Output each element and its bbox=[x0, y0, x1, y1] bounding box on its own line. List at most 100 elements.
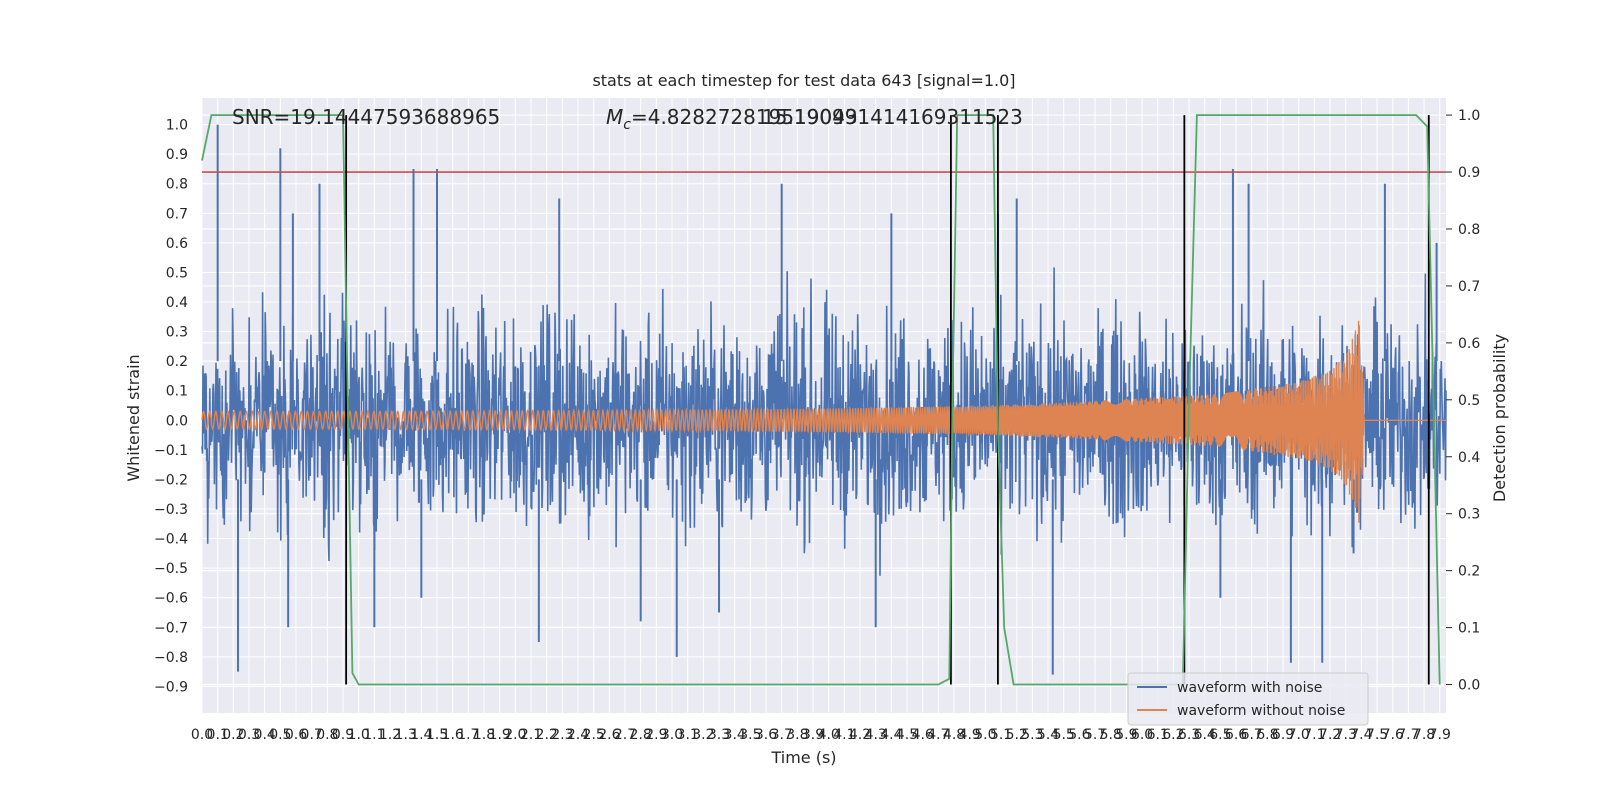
x-tick-label: 3.3 bbox=[708, 727, 730, 743]
x-tick-label: 3.8 bbox=[786, 727, 808, 743]
x-tick-label: 6.7 bbox=[1241, 727, 1263, 743]
x-tick-label: 1.7 bbox=[457, 727, 479, 743]
x-tick-label: 1.6 bbox=[442, 727, 464, 743]
mc-annotation: Mc=4.828272819519043 bbox=[606, 105, 858, 133]
y-tick-label-left: 0.2 bbox=[166, 354, 188, 370]
y-tick-label-left: −0.5 bbox=[154, 561, 188, 577]
x-tick-label: 5.8 bbox=[1100, 727, 1122, 743]
y-tick-label-right: 0.5 bbox=[1458, 393, 1480, 409]
x-tick-label: 3.9 bbox=[802, 727, 824, 743]
y-tick-label-left: 0.5 bbox=[166, 265, 188, 281]
x-tick-label: 0.5 bbox=[269, 727, 291, 743]
y-tick-label-right: 0.2 bbox=[1458, 564, 1480, 580]
x-tick-label: 1.8 bbox=[473, 727, 495, 743]
legend-label-noise: waveform with noise bbox=[1177, 680, 1322, 696]
x-tick-label: 1.5 bbox=[426, 727, 448, 743]
y-axis-label-right: Detection probability bbox=[1490, 334, 1509, 502]
x-tick-label: 3.0 bbox=[661, 727, 683, 743]
legend-label-clean: waveform without noise bbox=[1177, 703, 1345, 719]
x-tick-label: 4.0 bbox=[818, 727, 840, 743]
y-tick-label-left: 1.0 bbox=[166, 118, 188, 134]
x-tick-label: 4.6 bbox=[912, 727, 934, 743]
x-tick-label: 7.9 bbox=[1429, 727, 1451, 743]
x-tick-label: 0.2 bbox=[222, 727, 244, 743]
y-tick-label-left: −0.1 bbox=[154, 443, 188, 459]
x-tick-label: 7.8 bbox=[1413, 727, 1435, 743]
mc-value: =4.828272819519043 bbox=[631, 105, 858, 129]
snr-annotation: SNR=19.14447593688965 bbox=[232, 105, 500, 129]
x-tick-label: 5.9 bbox=[1115, 727, 1137, 743]
chart-title: stats at each timestep for test data 643… bbox=[592, 71, 1015, 90]
mc-subscript: c bbox=[623, 117, 631, 133]
y-axis-label-left: Whitened strain bbox=[124, 354, 143, 481]
overlap-annotation: 15.190991414169311523 bbox=[762, 105, 1023, 129]
x-tick-label: 2.1 bbox=[520, 727, 542, 743]
x-tick-label: 1.1 bbox=[363, 727, 385, 743]
x-tick-label: 2.2 bbox=[536, 727, 558, 743]
x-tick-label: 5.7 bbox=[1084, 727, 1106, 743]
y-tick-label-left: 0.0 bbox=[166, 413, 188, 429]
x-tick-label: 2.8 bbox=[630, 727, 652, 743]
x-tick-label: 1.9 bbox=[489, 727, 511, 743]
x-tick-label: 1.3 bbox=[395, 727, 417, 743]
legend: waveform with noise waveform without noi… bbox=[1127, 672, 1369, 726]
x-tick-label: 1.2 bbox=[379, 727, 401, 743]
y-tick-label-right: 0.3 bbox=[1458, 507, 1480, 523]
y-tick-label-left: −0.7 bbox=[154, 620, 188, 636]
mc-symbol: M bbox=[606, 105, 623, 129]
x-tick-label: 0.1 bbox=[207, 727, 229, 743]
y-tick-label-left: 0.7 bbox=[166, 206, 188, 222]
x-tick-label: 6.5 bbox=[1209, 727, 1231, 743]
x-tick-label: 2.7 bbox=[614, 727, 636, 743]
x-tick-label: 7.5 bbox=[1366, 727, 1388, 743]
legend-box bbox=[1127, 672, 1369, 726]
x-tick-label: 0.9 bbox=[332, 727, 354, 743]
x-tick-label: 6.1 bbox=[1147, 727, 1169, 743]
y-tick-label-left: 0.4 bbox=[166, 295, 188, 311]
x-tick-label: 5.4 bbox=[1037, 727, 1059, 743]
x-tick-label: 7.0 bbox=[1288, 727, 1310, 743]
x-tick-label: 4.3 bbox=[865, 727, 887, 743]
x-tick-label: 4.4 bbox=[880, 727, 902, 743]
x-tick-label: 3.4 bbox=[724, 727, 746, 743]
x-tick-label: 3.2 bbox=[692, 727, 714, 743]
x-tick-label: 6.8 bbox=[1256, 727, 1278, 743]
y-tick-label-right: 0.7 bbox=[1458, 279, 1480, 295]
y-tick-label-right: 1.0 bbox=[1458, 108, 1480, 124]
x-tick-label: 6.3 bbox=[1178, 727, 1200, 743]
x-tick-label: 2.0 bbox=[504, 727, 526, 743]
x-tick-label: 4.8 bbox=[943, 727, 965, 743]
y-tick-label-left: 0.3 bbox=[166, 325, 188, 341]
y-tick-label-right: 0.1 bbox=[1458, 621, 1480, 637]
x-tick-label: 3.5 bbox=[739, 727, 761, 743]
x-tick-label: 7.7 bbox=[1397, 727, 1419, 743]
x-tick-label: 6.9 bbox=[1272, 727, 1294, 743]
x-tick-label: 6.4 bbox=[1194, 727, 1216, 743]
x-tick-label: 7.2 bbox=[1319, 727, 1341, 743]
x-tick-label: 7.3 bbox=[1335, 727, 1357, 743]
x-tick-label: 4.9 bbox=[959, 727, 981, 743]
y-tick-label-left: −0.6 bbox=[154, 591, 188, 607]
y-tick-label-left: −0.2 bbox=[154, 472, 188, 488]
x-tick-label: 0.7 bbox=[301, 727, 323, 743]
y-tick-label-left: −0.4 bbox=[154, 532, 188, 548]
x-tick-label: 5.6 bbox=[1068, 727, 1090, 743]
x-tick-label: 3.1 bbox=[677, 727, 699, 743]
y-tick-label-left: 0.8 bbox=[166, 177, 188, 193]
x-tick-label: 0.6 bbox=[285, 727, 307, 743]
x-tick-label: 1.4 bbox=[410, 727, 432, 743]
x-tick-label: 1.0 bbox=[348, 727, 370, 743]
plot-area bbox=[201, 98, 1447, 713]
x-tick-label: 4.7 bbox=[927, 727, 949, 743]
x-tick-label: 2.4 bbox=[567, 727, 589, 743]
y-tick-label-right: 0.4 bbox=[1458, 450, 1480, 466]
series-detection-probability bbox=[201, 114, 1441, 686]
x-tick-label: 0.0 bbox=[191, 727, 213, 743]
x-tick-label: 2.6 bbox=[598, 727, 620, 743]
x-tick-label: 5.3 bbox=[1021, 727, 1043, 743]
x-tick-label: 6.2 bbox=[1162, 727, 1184, 743]
y-tick-label-right: 0.9 bbox=[1458, 165, 1480, 181]
x-tick-label: 6.6 bbox=[1225, 727, 1247, 743]
